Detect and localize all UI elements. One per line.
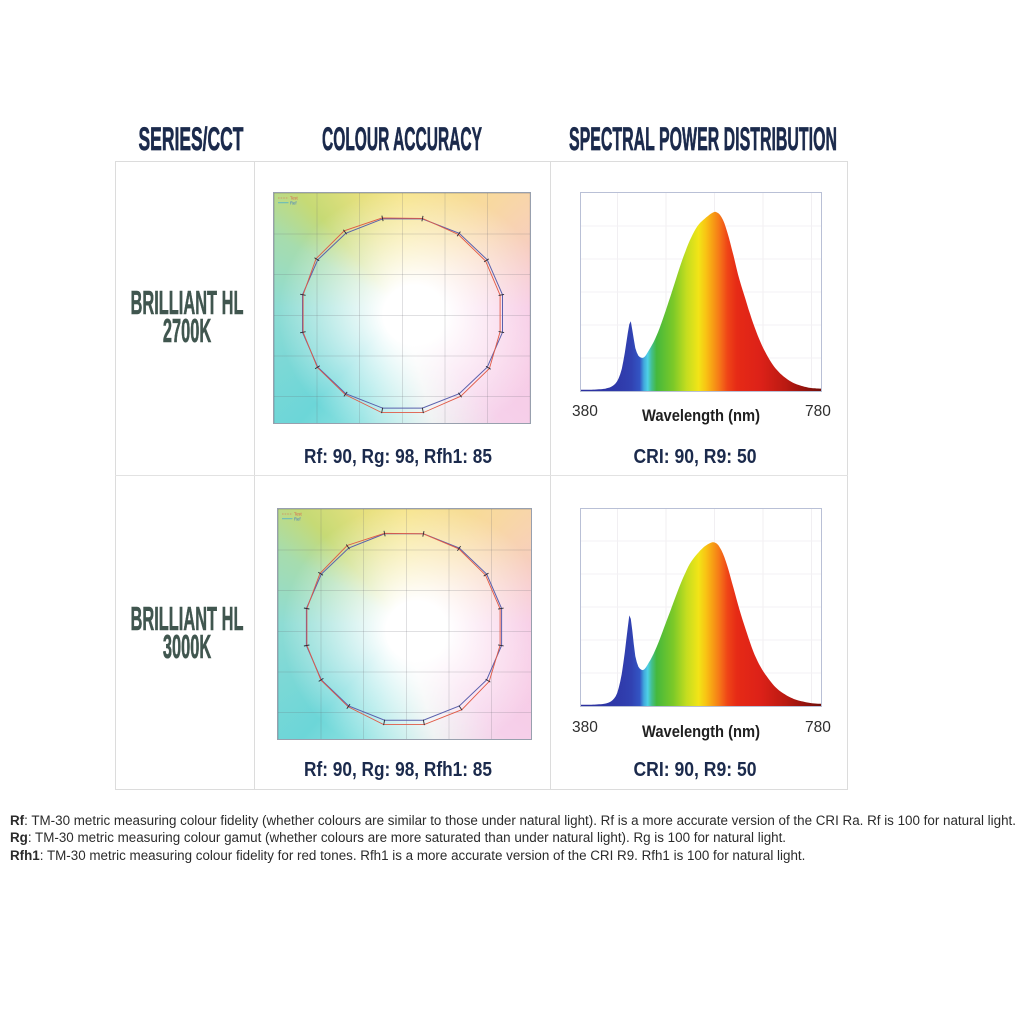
svg-text:Test: Test	[290, 196, 299, 201]
svg-text:Ref: Ref	[290, 200, 297, 205]
svg-text:Ref: Ref	[294, 516, 301, 521]
svg-text:Test: Test	[294, 512, 303, 517]
